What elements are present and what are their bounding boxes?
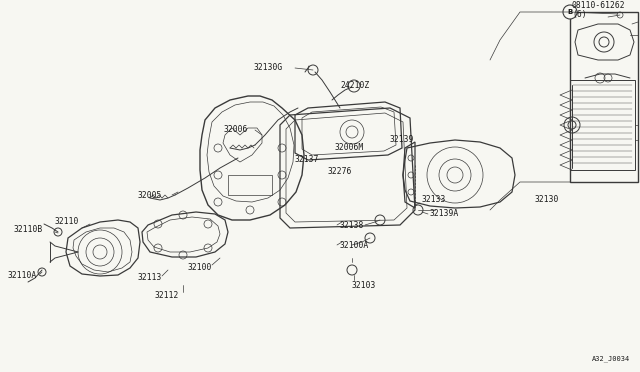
Text: B: B xyxy=(568,9,573,15)
Text: (6): (6) xyxy=(572,10,587,19)
Text: 08110-61262: 08110-61262 xyxy=(572,0,626,10)
Text: 24210Z: 24210Z xyxy=(340,81,369,90)
Text: 32112: 32112 xyxy=(155,292,179,301)
Text: 32100: 32100 xyxy=(188,263,212,273)
Text: 32139: 32139 xyxy=(390,135,414,144)
Text: 32110: 32110 xyxy=(55,218,79,227)
Text: 32103: 32103 xyxy=(352,282,376,291)
Bar xyxy=(570,12,638,182)
Text: 32110A: 32110A xyxy=(8,272,37,280)
Bar xyxy=(570,80,635,170)
Text: 32005: 32005 xyxy=(138,190,163,199)
Text: 32006: 32006 xyxy=(224,125,248,135)
Circle shape xyxy=(563,5,577,19)
Text: 32138: 32138 xyxy=(340,221,364,230)
Text: A32_J0034: A32_J0034 xyxy=(592,355,630,362)
Text: 32130G: 32130G xyxy=(254,64,284,73)
Text: 32110B: 32110B xyxy=(14,225,44,234)
Text: 32113: 32113 xyxy=(138,273,163,282)
Text: 32276: 32276 xyxy=(328,167,353,176)
Text: 32130: 32130 xyxy=(535,196,559,205)
Text: 32100A: 32100A xyxy=(340,241,369,250)
Text: 32133: 32133 xyxy=(422,196,446,205)
Text: 32137: 32137 xyxy=(295,155,319,164)
Text: 32006M: 32006M xyxy=(335,144,364,153)
Text: 32139A: 32139A xyxy=(430,209,460,218)
